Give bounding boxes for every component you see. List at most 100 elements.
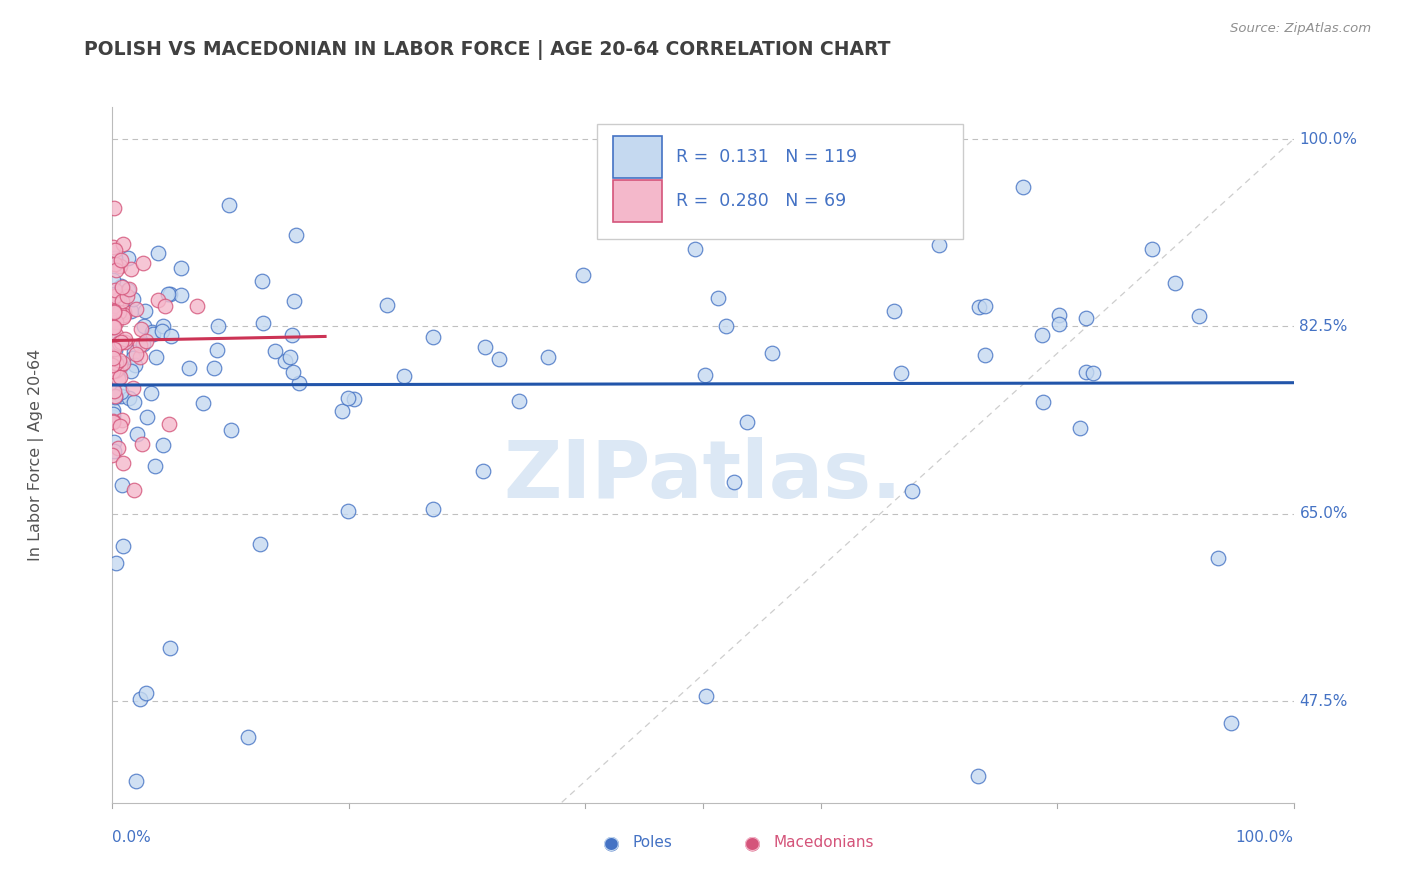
Point (112, 540, 135, 554)
Point (159, 417, 181, 431)
Point (737, 415, 759, 429)
Point (170, 288, 193, 302)
Point (101, 313, 124, 327)
Point (120, 304, 142, 318)
Point (280, 350, 302, 364)
Text: 100.0%: 100.0% (1299, 132, 1357, 146)
Point (337, 392, 360, 406)
Point (342, 392, 364, 406)
Point (139, 386, 162, 401)
Point (108, 259, 131, 273)
Point (118, 282, 141, 296)
Point (1220, 716, 1243, 731)
Point (104, 251, 127, 265)
Point (422, 330, 444, 344)
Point (104, 343, 127, 357)
Point (104, 243, 127, 257)
Point (101, 448, 124, 462)
Point (107, 304, 129, 318)
Point (1142, 242, 1164, 256)
Point (101, 272, 124, 286)
Point (104, 390, 127, 404)
Point (122, 292, 145, 306)
Point (219, 423, 242, 437)
Point (186, 299, 208, 313)
Point (103, 305, 125, 319)
Point (202, 360, 225, 375)
Point (108, 353, 131, 368)
Point (120, 262, 142, 277)
Point (105, 293, 128, 307)
Point (101, 351, 124, 366)
Text: ○: ○ (603, 833, 620, 853)
Point (471, 464, 494, 478)
Point (108, 334, 131, 349)
Point (488, 351, 510, 366)
Text: ●: ● (744, 833, 761, 853)
Point (1069, 421, 1091, 435)
Point (1188, 309, 1211, 323)
Point (1076, 364, 1098, 378)
Point (159, 641, 181, 656)
Point (107, 356, 129, 370)
Point (124, 483, 146, 498)
Point (264, 344, 287, 359)
Point (142, 326, 165, 341)
Text: Macedonians: Macedonians (773, 836, 873, 850)
FancyBboxPatch shape (613, 180, 662, 222)
Point (928, 238, 950, 252)
Point (537, 350, 560, 364)
Text: Poles: Poles (633, 836, 672, 850)
Point (101, 414, 124, 428)
Point (101, 240, 124, 254)
Text: Source: ZipAtlas.com: Source: ZipAtlas.com (1230, 22, 1371, 36)
Point (1012, 180, 1035, 194)
Point (155, 299, 177, 313)
Point (125, 347, 148, 361)
Point (111, 236, 134, 251)
Point (111, 478, 134, 492)
Point (117, 251, 139, 265)
Point (236, 730, 259, 744)
Point (218, 198, 240, 212)
Point (131, 436, 153, 450)
Point (134, 304, 156, 318)
FancyBboxPatch shape (596, 124, 963, 239)
Text: 100.0%: 100.0% (1236, 830, 1294, 845)
Point (252, 316, 274, 330)
Point (135, 686, 157, 700)
Point (207, 319, 229, 334)
Point (152, 438, 174, 452)
Point (112, 308, 135, 322)
Point (974, 348, 997, 362)
Point (101, 349, 124, 363)
Point (108, 370, 131, 384)
Point (250, 274, 273, 288)
Point (191, 395, 214, 409)
Point (105, 262, 128, 277)
Point (124, 358, 146, 372)
Point (101, 353, 124, 368)
Point (105, 556, 128, 570)
Point (571, 268, 593, 283)
Point (104, 364, 127, 378)
Point (890, 367, 912, 381)
Point (110, 252, 132, 267)
Point (104, 362, 127, 376)
Point (110, 359, 132, 373)
Point (150, 324, 173, 338)
Point (179, 361, 201, 376)
Point (170, 261, 193, 276)
Point (695, 368, 717, 382)
Point (122, 395, 145, 409)
Point (205, 343, 228, 357)
Point (108, 360, 131, 375)
Point (135, 334, 157, 349)
Text: 47.5%: 47.5% (1299, 694, 1348, 708)
Point (974, 300, 997, 314)
Point (422, 501, 444, 516)
Text: ZIPatlas.: ZIPatlas. (503, 437, 903, 515)
Point (101, 402, 124, 417)
Text: ●: ● (603, 833, 620, 853)
Point (103, 320, 125, 334)
